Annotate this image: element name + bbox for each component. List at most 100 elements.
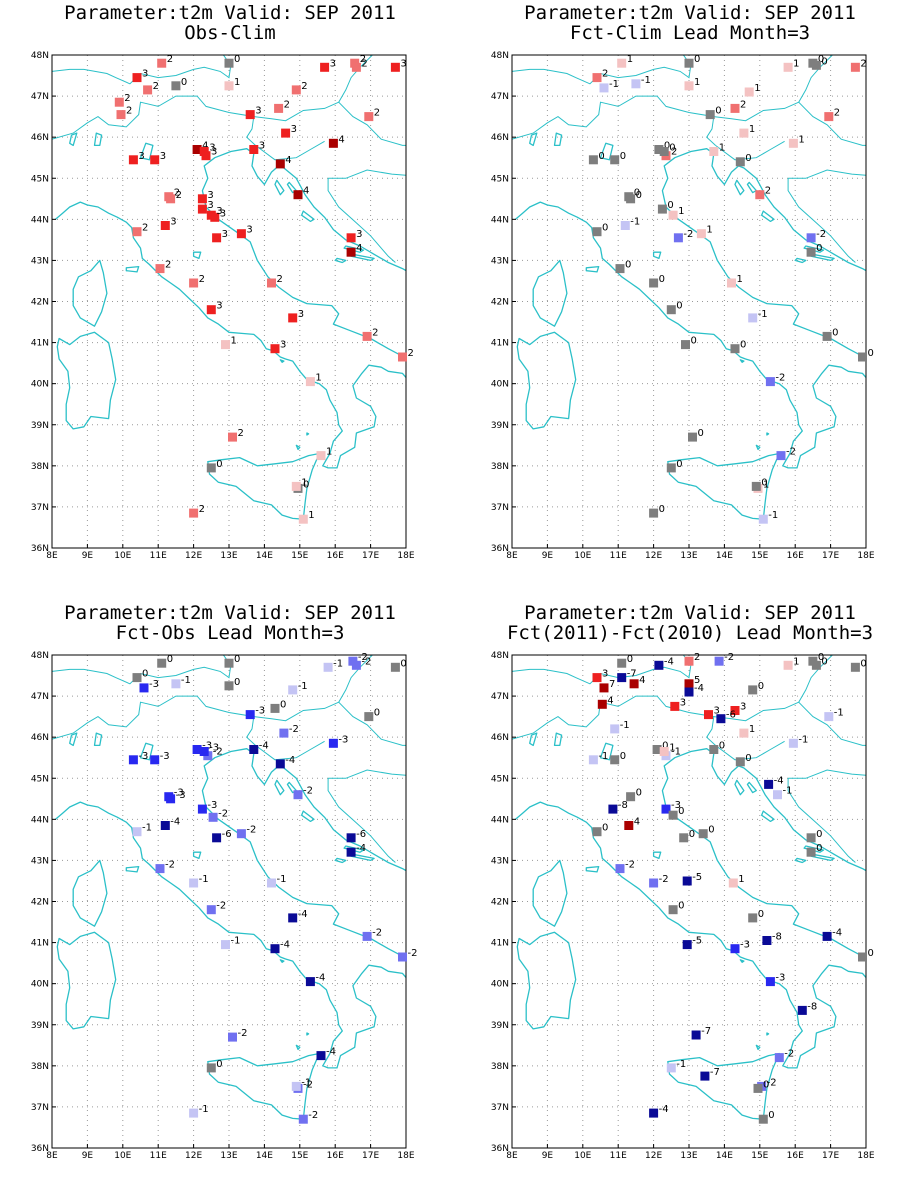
station-marker: [608, 804, 618, 814]
station-marker: [684, 58, 694, 68]
coastline-corsica: [532, 259, 568, 327]
x-tick-label: 12E: [645, 1151, 662, 1161]
station-value-label: -2: [683, 229, 693, 240]
x-tick-label: 11E: [610, 551, 627, 561]
station-value-label: -1: [181, 675, 191, 686]
station-value-label: 2: [301, 81, 307, 92]
y-tick-label: 44N: [31, 215, 49, 225]
station-marker: [615, 264, 625, 274]
station-value-label: 1: [719, 143, 725, 154]
y-tick-label: 46N: [31, 133, 49, 143]
gridlines: [52, 655, 406, 1148]
island-outline: [343, 845, 365, 853]
panel-title: Parameter:t2m Valid: SEP 2011: [524, 602, 856, 624]
station-value-label: 1: [669, 743, 675, 754]
station-marker: [305, 377, 315, 387]
station-value-label: 0: [821, 56, 827, 67]
station-marker: [270, 344, 280, 354]
country-border: [253, 701, 406, 746]
x-tick-label: 18E: [397, 551, 414, 561]
station-marker: [599, 683, 609, 693]
station-marker: [398, 352, 407, 362]
station-value-label: 0: [216, 459, 222, 470]
island-outline: [755, 1044, 761, 1051]
country-border: [52, 695, 256, 746]
station-value-label: -2: [775, 373, 785, 384]
x-tick-label: 16E: [327, 551, 344, 561]
station-value-label: 0: [142, 669, 148, 680]
station-value-label: -3: [775, 973, 785, 984]
x-tick-label: 17E: [362, 1151, 379, 1161]
station-marker: [139, 683, 149, 693]
country-border: [338, 655, 373, 703]
island-outline: [279, 359, 285, 363]
station-value-label: 0: [676, 459, 682, 470]
station-value-label: 3: [142, 69, 148, 80]
station-value-label: 3: [740, 702, 746, 713]
station-marker: [788, 138, 798, 148]
station-value-label: 0: [678, 806, 684, 817]
lake-outline: [599, 142, 614, 161]
station-marker: [128, 755, 138, 765]
station-marker: [293, 790, 303, 800]
country-border: [338, 55, 373, 103]
y-tick-label: 38N: [491, 462, 509, 472]
station-marker: [166, 794, 176, 804]
station-marker: [132, 827, 142, 837]
x-tick-label: 9E: [542, 551, 554, 561]
station-marker: [597, 699, 607, 709]
station-marker: [797, 1005, 807, 1015]
station-marker: [288, 313, 298, 323]
station-value-label: 3: [602, 669, 608, 680]
station-value-label: 1: [793, 58, 799, 69]
lake-outline: [652, 251, 662, 260]
station-value-label: 1: [793, 656, 799, 667]
station-marker: [588, 755, 598, 765]
station-marker: [626, 792, 636, 802]
station-value-label: 3: [222, 229, 228, 240]
y-tick-label: 45N: [31, 774, 49, 784]
station-value-label: 2: [124, 93, 130, 104]
x-tick-label: 10E: [114, 551, 131, 561]
station-value-label: -1: [142, 823, 152, 834]
station-value-label: 3: [170, 217, 176, 228]
station-marker: [681, 340, 690, 350]
station-value-label: 1: [326, 447, 332, 458]
station-marker: [684, 679, 694, 689]
station-value-label: -3: [202, 741, 212, 752]
coastline-italy: [55, 748, 406, 1069]
station-value-label: -2: [784, 1049, 794, 1060]
station-marker: [245, 710, 255, 720]
station-marker: [346, 833, 356, 843]
station-marker: [610, 724, 620, 734]
station-marker: [346, 247, 356, 257]
country-border: [715, 740, 785, 761]
station-marker: [281, 128, 291, 138]
station-value-label: -7: [701, 1026, 711, 1037]
coastline-corsica: [72, 259, 108, 327]
station-value-label: 0: [636, 788, 642, 799]
station-value-label: 1: [754, 83, 760, 94]
station-value-label: 4: [303, 186, 309, 197]
coastline-sardinia: [56, 331, 117, 430]
x-tick-label: 13E: [680, 1151, 697, 1161]
station-marker: [684, 81, 694, 91]
station-marker: [160, 821, 170, 830]
station-marker: [599, 83, 609, 93]
station-marker: [155, 864, 165, 874]
station-value-label: -3: [209, 743, 219, 754]
station-marker: [679, 833, 689, 843]
station-value-label: 3: [207, 200, 213, 211]
station-marker: [316, 1051, 326, 1061]
station-value-label: 1: [234, 77, 240, 88]
station-value-label: -3: [149, 679, 159, 690]
station-marker: [776, 451, 786, 461]
country-border: [788, 769, 866, 779]
panel-subtitle: Fct-Obs Lead Month=3: [115, 622, 345, 644]
station-marker: [390, 62, 400, 72]
x-tick-label: 18E: [857, 1151, 874, 1161]
station-marker: [758, 514, 768, 524]
station-value-label: -2: [786, 447, 796, 458]
station-value-label: -1: [199, 1104, 209, 1115]
station-value-label: 2: [277, 274, 283, 285]
